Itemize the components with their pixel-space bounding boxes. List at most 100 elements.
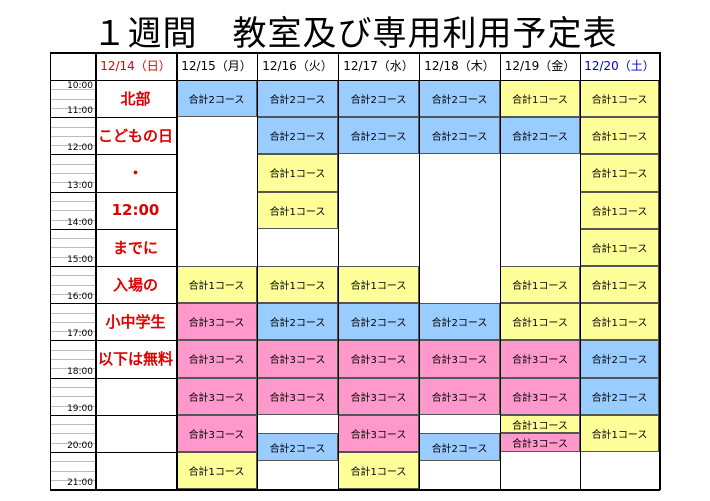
header-divider: [50, 80, 659, 81]
time-tick: [51, 442, 95, 444]
booking-cell: 合計2コース: [580, 340, 659, 378]
booking-cell: 合計2コース: [419, 80, 500, 118]
time-tick: [51, 424, 95, 426]
time-label: 11:00: [67, 106, 93, 117]
column-divider: [659, 52, 661, 491]
booking-cell: 合計3コース: [176, 414, 257, 452]
time-label: 15:00: [67, 255, 93, 265]
booking-cell: 合計3コース: [176, 340, 257, 378]
row-divider: [50, 228, 176, 230]
column-divider: [257, 52, 258, 491]
time-tick: [51, 163, 95, 165]
day-header: 12/14（日）: [100, 59, 171, 73]
time-tick: [51, 349, 95, 351]
column-divider: [95, 52, 97, 491]
sunday-note: ・: [127, 164, 143, 183]
sunday-note: 12:00: [111, 201, 160, 220]
time-tick: [51, 479, 95, 481]
column-divider: [419, 52, 420, 491]
time-tick: [51, 396, 95, 398]
time-tick: [51, 238, 95, 240]
booking-cell: 合計2コース: [257, 80, 338, 118]
booking-cell: 合計1コース: [580, 414, 659, 452]
time-label: 14:00: [67, 217, 93, 228]
booking-cell: 合計3コース: [257, 377, 338, 415]
booking-cell: 合計2コース: [419, 433, 500, 462]
booking-cell: 合計2コース: [257, 433, 338, 462]
time-tick: [51, 321, 95, 323]
booking-cell: 合計2コース: [338, 117, 419, 155]
time-tick: [51, 256, 95, 258]
time-tick: [51, 275, 95, 277]
time-tick: [51, 135, 95, 137]
booking-cell: 合計2コース: [580, 377, 659, 415]
booking-cell: 合計1コース: [580, 266, 659, 304]
time-tick: [51, 359, 95, 360]
time-tick: [51, 173, 95, 174]
day-header: 12/19（金）: [504, 59, 576, 73]
row-divider: [50, 191, 176, 193]
booking-cell: 合計1コース: [500, 80, 580, 118]
booking-cell: 合計3コース: [419, 377, 500, 415]
booking-cell: 合計2コース: [419, 303, 500, 341]
sunday-note: こどもの日: [97, 127, 173, 146]
booking-cell: 合計1コース: [580, 191, 659, 229]
day-header: 12/20（土）: [584, 59, 655, 73]
booking-cell: 合計3コース: [419, 340, 500, 378]
time-label: 21:00: [67, 478, 93, 489]
column-divider: [176, 52, 178, 491]
booking-cell: 合計1コース: [580, 117, 659, 155]
booking-cell: 合計1コース: [338, 452, 419, 490]
time-label: 13:00: [67, 180, 93, 191]
booking-cell: 合計3コース: [500, 433, 580, 452]
booking-cell: 合計2コース: [500, 117, 580, 155]
time-tick: [51, 368, 95, 370]
time-label: 18:00: [67, 366, 93, 377]
day-header: 12/16（火）: [262, 59, 333, 73]
time-tick: [51, 219, 95, 221]
booking-cell: 合計3コース: [338, 340, 419, 378]
booking-cell: 合計2コース: [257, 117, 338, 155]
booking-cell: 合計3コース: [176, 377, 257, 415]
time-tick: [51, 247, 95, 249]
time-tick: [51, 433, 95, 435]
time-tick: [51, 98, 95, 100]
booking-cell: 合計1コース: [257, 154, 338, 192]
sunday-note: 小中学生: [105, 313, 166, 332]
time-tick: [51, 293, 95, 295]
row-divider: [50, 340, 176, 342]
day-header: 12/18（木）: [424, 59, 495, 73]
row-divider: [50, 266, 176, 267]
page-title: １週間 教室及び専用利用予定表: [92, 14, 618, 54]
column-divider: [338, 52, 339, 491]
time-tick: [51, 284, 95, 286]
table-border-left: [50, 52, 51, 490]
time-tick: [51, 145, 95, 147]
booking-cell: 合計1コース: [176, 452, 257, 490]
booking-cell: 合計1コース: [580, 303, 659, 341]
time-tick: [51, 182, 95, 184]
booking-cell: 合計1コース: [257, 191, 338, 229]
booking-cell: 合計1コース: [176, 266, 257, 304]
time-tick: [51, 386, 95, 388]
booking-cell: 合計3コース: [500, 377, 580, 415]
time-tick: [51, 200, 95, 202]
time-tick: [51, 331, 95, 333]
time-tick: [51, 107, 95, 109]
time-tick: [51, 461, 95, 463]
booking-cell: 合計1コース: [580, 80, 659, 118]
time-tick: [51, 210, 95, 212]
booking-cell: 合計1コース: [257, 266, 338, 304]
booking-cell: 合計2コース: [338, 303, 419, 341]
day-header: 12/15（月）: [181, 59, 252, 73]
time-label: 19:00: [67, 403, 93, 414]
booking-cell: 合計3コース: [338, 414, 419, 452]
row-divider: [50, 452, 176, 453]
time-tick: [51, 405, 95, 407]
row-divider: [50, 117, 176, 119]
time-label: 20:00: [67, 441, 93, 451]
booking-cell: 合計1コース: [580, 228, 659, 266]
time-label: 12:00: [67, 143, 93, 154]
time-tick: [51, 470, 95, 472]
